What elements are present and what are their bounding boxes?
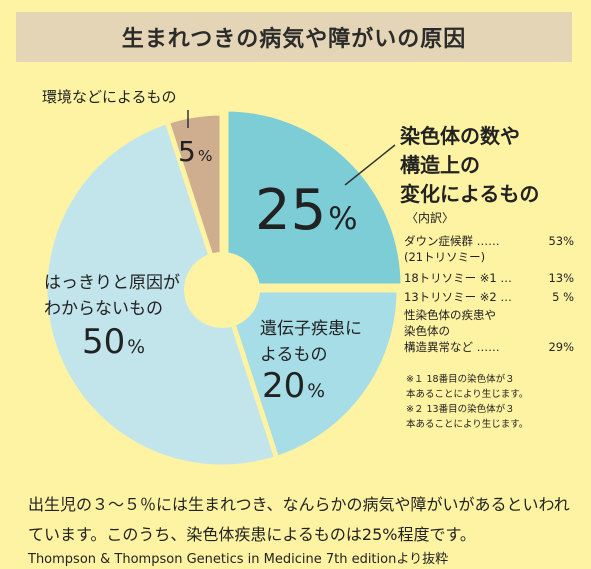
pie-center-hole	[184, 252, 260, 328]
footer-text: 出生児の３～５％には生まれつき、なんらかの病気や障がいがあるといわれています。こ…	[28, 495, 570, 544]
source-text: Thompson & Thompson Genetics in Medicine…	[28, 552, 449, 567]
breakdown-value: 53%	[548, 234, 574, 248]
breakdown-row: ダウン症候群 …… (21トリソミー) 53%	[404, 233, 574, 265]
breakdown-name: ダウン症候群 …… (21トリソミー)	[404, 234, 500, 264]
breakdown-value: 29%	[548, 340, 574, 354]
breakdown-value: 13%	[548, 271, 574, 285]
breakdown-row: 性染色体の疾患や 染色体の 構造異常など …… 29%	[404, 307, 574, 355]
chrom-leader-line	[344, 144, 396, 186]
breakdown-row: 18トリソミー ※1 … 13%	[404, 270, 574, 286]
slice-gene	[218, 287, 402, 462]
breakdown-title: 〈内訳〉	[406, 211, 455, 225]
slice-env	[164, 110, 225, 291]
env-label: 環境などによるもの	[42, 88, 177, 106]
chrom-percent: 25%	[255, 178, 358, 243]
breakdown-name: 13トリソミー ※2 …	[404, 290, 512, 304]
gene-label: 遺伝子疾患に よるもの	[260, 319, 362, 365]
env-percent: 5%	[178, 135, 213, 168]
breakdown-name: 性染色体の疾患や 染色体の 構造異常など ……	[404, 308, 500, 354]
note: ※２ 13番目の染色体が３ 本あることにより生じます。	[406, 404, 529, 430]
chrom-label: 染色体の数や 構造上の 変化によるもの	[400, 124, 540, 206]
breakdown-name: 18トリソミー ※1 …	[404, 271, 512, 285]
breakdown-value: 5 %	[552, 290, 574, 304]
notes: ※１ 18番目の染色体が３ 本あることにより生じます。 ※２ 13番目の染色体が…	[406, 372, 576, 432]
slice-unknown	[42, 118, 280, 470]
chart-title: 生まれつきの病気や障がいの原因	[16, 12, 572, 62]
note: ※１ 18番目の染色体が３ 本あることにより生じます。	[406, 374, 529, 400]
breakdown-row: 13トリソミー ※2 … 5 %	[404, 289, 574, 305]
gene-percent: 20%	[262, 366, 326, 406]
slice-chrom	[223, 106, 406, 289]
unknown-percent: 50%	[82, 322, 146, 362]
unknown-label: はっきりと原因が わからないもの	[44, 273, 180, 319]
